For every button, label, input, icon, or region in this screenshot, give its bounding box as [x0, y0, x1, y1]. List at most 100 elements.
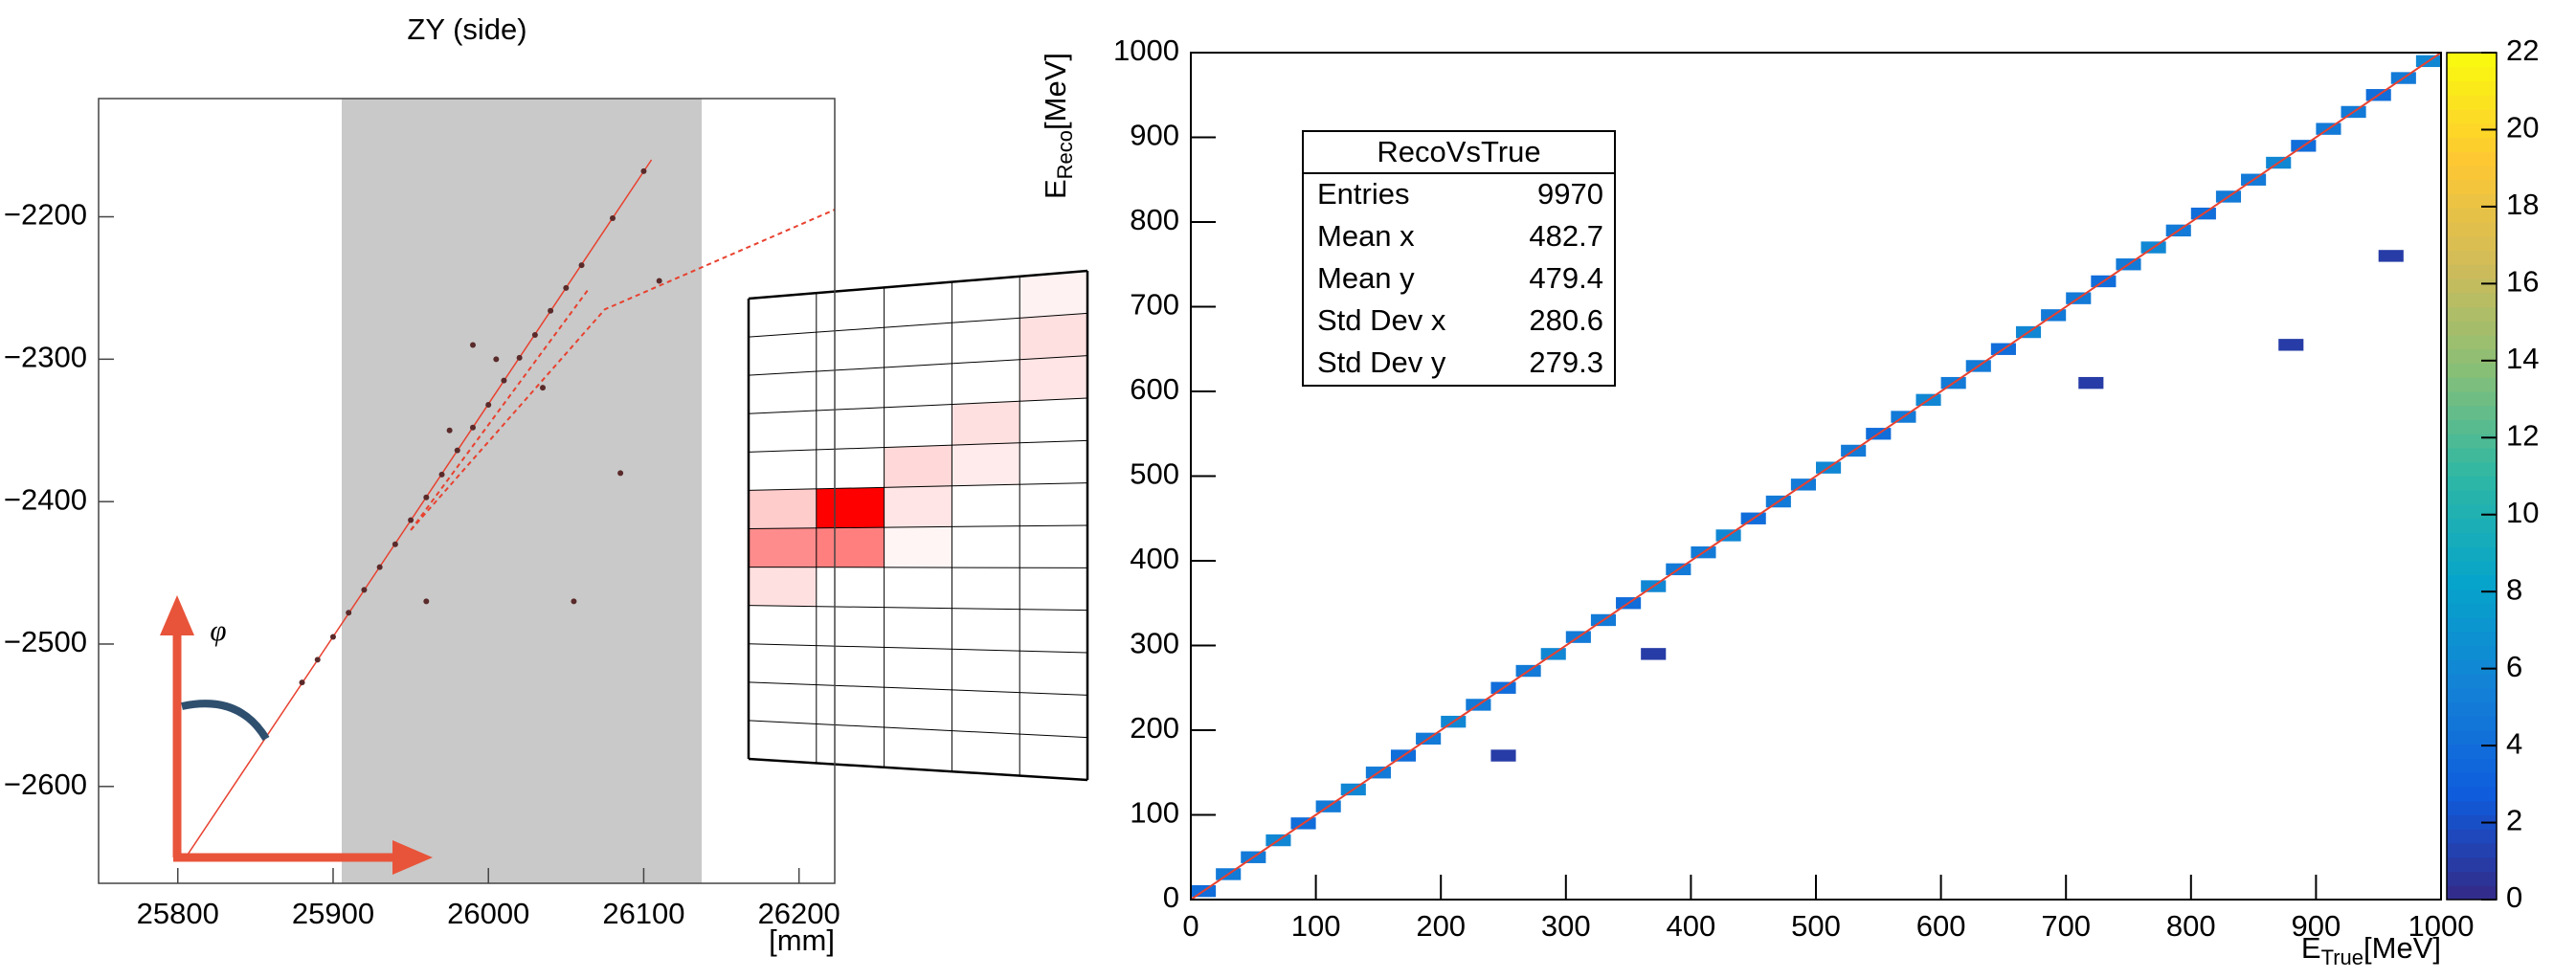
inset-cell — [884, 485, 952, 528]
hit — [640, 167, 647, 174]
hit — [314, 656, 321, 663]
y-tick-label: 0 — [1163, 880, 1179, 914]
fit-line — [1190, 52, 2442, 901]
y-tick-label: 400 — [1130, 542, 1179, 575]
colorbar-segment — [2447, 434, 2497, 449]
colorbar-segment — [2447, 137, 2497, 152]
colorbar-segment — [2447, 701, 2497, 717]
hit — [299, 679, 305, 686]
colorbar-segment — [2447, 843, 2497, 858]
colorbar-segment — [2447, 857, 2497, 872]
colorbar-segment — [2447, 391, 2497, 407]
colorbar-segment — [2447, 80, 2497, 96]
stats-value: 9970 — [1537, 177, 1603, 211]
inset-cell — [884, 526, 952, 568]
inset-grid-line — [748, 567, 1088, 568]
hit — [501, 377, 507, 384]
colorbar-segment — [2447, 179, 2497, 194]
colorbar-segment — [2447, 95, 2497, 110]
stats-key: Entries — [1317, 177, 1409, 211]
colorbar-segment — [2447, 744, 2497, 759]
colorbar-segment — [2447, 814, 2497, 830]
colorbar-segment — [2447, 800, 2497, 815]
y-tick-label: 200 — [1130, 711, 1179, 745]
colorbar-segment — [2447, 222, 2497, 237]
inset-grid-line — [748, 757, 1088, 782]
inset-grid-line — [748, 439, 1088, 453]
hit — [539, 385, 546, 391]
colorbar-segment — [2447, 730, 2497, 745]
colorbar-tick-label: 2 — [2506, 804, 2522, 837]
colorbar-segment — [2447, 278, 2497, 294]
hit — [392, 541, 398, 547]
colorbar-segment — [2447, 405, 2497, 420]
x-tick-label: 600 — [1916, 909, 1966, 943]
track — [410, 287, 591, 531]
colorbar-tick-label: 18 — [2506, 188, 2539, 221]
hit — [485, 401, 492, 408]
x-tick-label: 25900 — [292, 897, 374, 930]
cell — [2078, 376, 2104, 389]
hit — [423, 598, 430, 605]
colorbar-segment — [2447, 617, 2497, 633]
hit — [531, 332, 538, 339]
cell — [2378, 250, 2404, 262]
y-tick-label: 900 — [1130, 119, 1179, 152]
stats-box: RecoVsTrue Entries 9970 Mean x 482.7 Mean y 47… — [1302, 130, 1616, 387]
colorbar-segment — [2447, 687, 2497, 702]
colorbar-tick-label: 12 — [2506, 418, 2539, 452]
colorbar-segment — [2447, 461, 2497, 477]
stats-value: 279.3 — [1529, 345, 1603, 379]
cell — [1490, 749, 1516, 762]
inset-cell — [952, 442, 1020, 486]
hit — [361, 587, 368, 593]
colorbar-segment — [2447, 674, 2497, 689]
colorbar-segment — [2447, 631, 2497, 646]
hit — [446, 427, 453, 434]
stats-title: RecoVsTrue — [1377, 135, 1540, 168]
hit — [610, 215, 616, 222]
hit — [438, 471, 445, 478]
inset-grid-line — [748, 681, 1088, 696]
hit — [617, 470, 624, 477]
colorbar-segment — [2447, 561, 2497, 576]
hit — [571, 598, 577, 605]
hit — [469, 342, 476, 348]
hit — [493, 356, 500, 363]
y-tick-label: −2300 — [4, 341, 87, 374]
hit — [329, 634, 336, 640]
inset-cell — [749, 488, 817, 529]
y-tick-label: 800 — [1130, 203, 1179, 236]
inset-cell — [952, 401, 1020, 446]
colorbar-segment — [2447, 53, 2497, 68]
x-tick-label: 200 — [1416, 909, 1466, 943]
stats-key: Mean x — [1317, 219, 1415, 253]
colorbar-segment — [2447, 518, 2497, 533]
y-tick-label: −2200 — [4, 198, 87, 232]
inset-cell — [1019, 271, 1087, 319]
x-tick-label: 100 — [1291, 909, 1341, 943]
colorbar-segment — [2447, 772, 2497, 788]
x-axis-label-sub: True — [2321, 946, 2363, 969]
colorbar-segment — [2447, 603, 2497, 618]
inset-grid-line — [748, 269, 1088, 300]
inset-grid-line — [748, 355, 1088, 376]
inset-cell — [884, 445, 952, 488]
y-tick-label: 1000 — [1113, 33, 1179, 67]
x-tick-label: 1000 — [2408, 909, 2475, 943]
y-tick-label: 700 — [1130, 288, 1179, 322]
x-tick-label: 0 — [1182, 909, 1198, 943]
track — [185, 159, 653, 858]
inset-grid-line — [748, 482, 1088, 491]
colorbar-segment — [2447, 476, 2497, 491]
colorbar-segment — [2447, 758, 2497, 773]
stats-value: 280.6 — [1529, 303, 1603, 337]
phi-diagram — [160, 595, 433, 875]
x-tick-label: 26200 — [758, 897, 840, 930]
angle-arc — [181, 700, 270, 742]
cell — [1641, 648, 1667, 660]
inset-cell — [816, 487, 885, 528]
chart-title: ZY (side) — [407, 12, 526, 46]
colorbar-segment — [2447, 321, 2497, 336]
